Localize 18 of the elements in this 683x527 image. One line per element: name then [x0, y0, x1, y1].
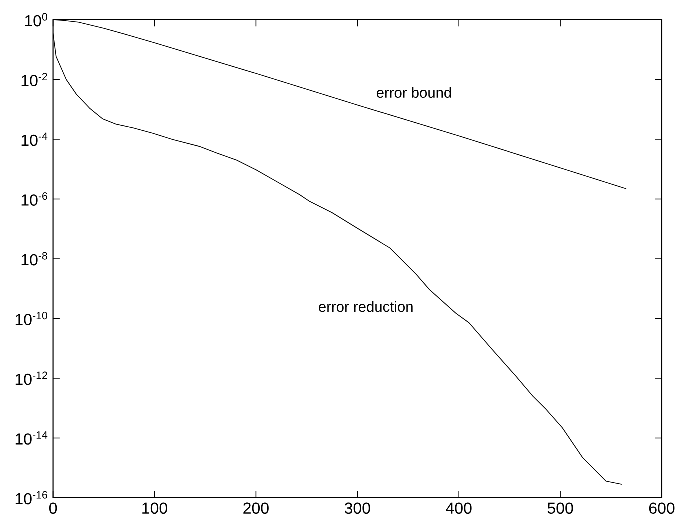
x-tick-label: 300 [344, 502, 370, 514]
x-tick-label: 500 [548, 502, 574, 514]
x-tick-label: 600 [649, 502, 675, 514]
y-tick-label: 10$^{0}$ [25, 13, 48, 27]
y-tick-label: 10$^{-12}$ [16, 372, 48, 386]
y-tick-label: 10$^{-14}$ [16, 432, 48, 445]
x-tick-label: 100 [142, 502, 168, 514]
y-tick-label: 10$^{-10}$ [16, 312, 48, 326]
x-tick-label: 200 [244, 502, 269, 514]
series-label: error reduction [319, 301, 413, 312]
y-tick-label: 10$^{-2}$ [22, 73, 48, 86]
x-tick-label: 400 [446, 502, 472, 514]
y-tick-label: 10$^{-8}$ [22, 252, 48, 266]
series-label: error bound [376, 87, 452, 98]
x-tick-label: 0 [49, 502, 58, 514]
y-tick-label: 10$^{-4}$ [22, 132, 48, 146]
y-tick-label: 10$^{-6}$ [22, 192, 48, 206]
y-tick-label: 10$^{-16}$ [16, 491, 48, 505]
